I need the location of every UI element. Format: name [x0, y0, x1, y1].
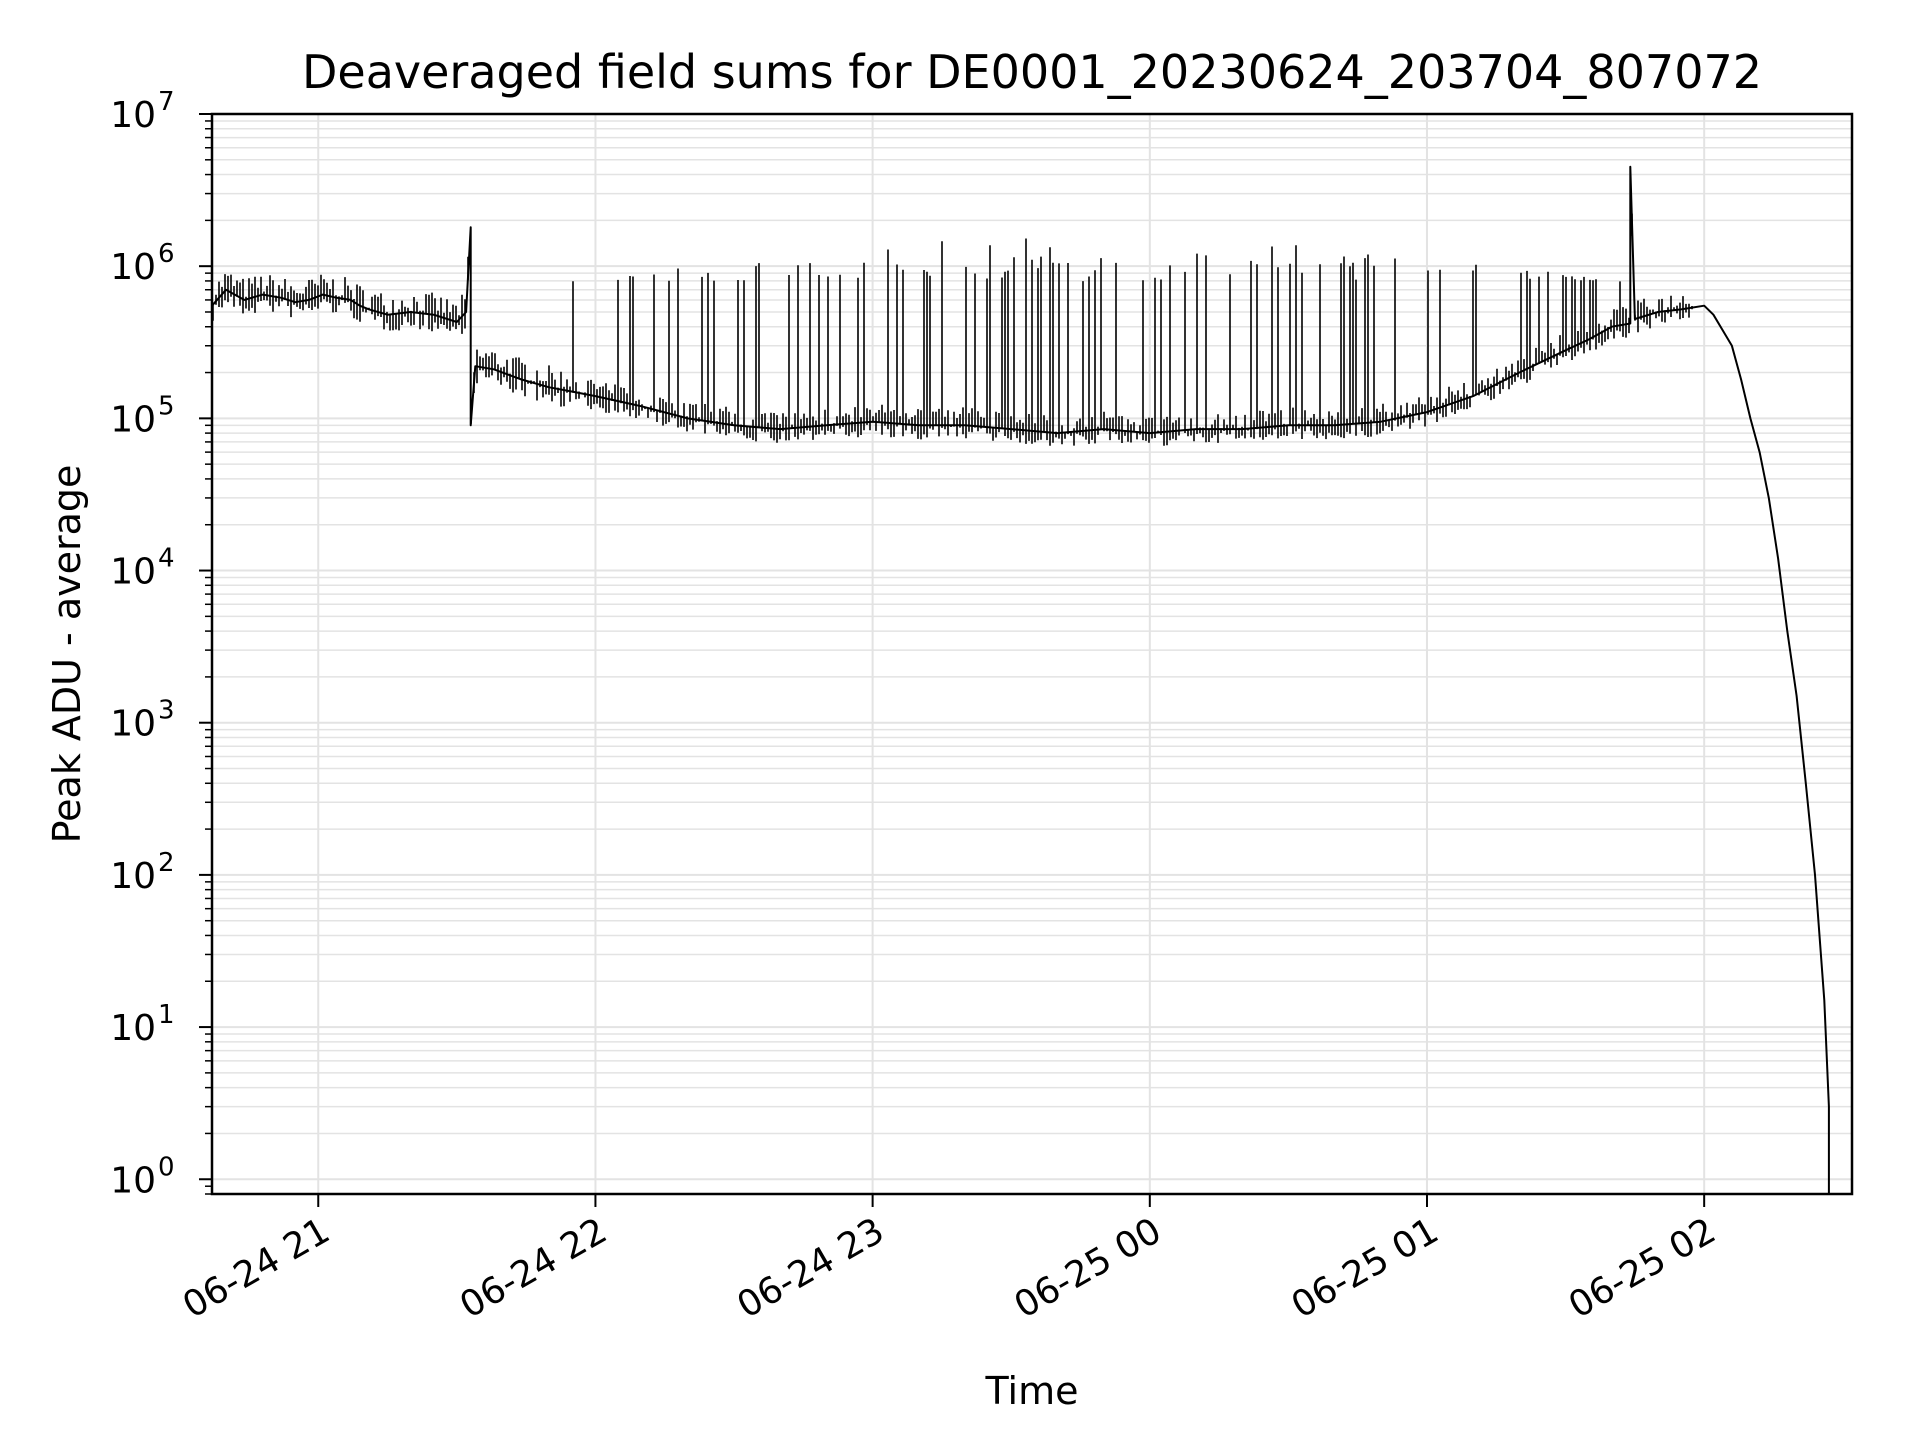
y-tick-exponent: 6 [158, 239, 175, 269]
plot-frame [210, 112, 1854, 1196]
grid-layer [212, 114, 1852, 1194]
y-tick-exponent: 5 [158, 391, 175, 421]
y-tick-exponent: 1 [158, 1000, 175, 1030]
y-tick-label: 10 [110, 1160, 156, 1201]
y-tick-exponent: 3 [158, 696, 175, 726]
y-tick-exponent: 7 [158, 87, 175, 117]
y-tick-label: 10 [110, 399, 156, 440]
y-tick-exponent: 2 [158, 848, 175, 878]
y-tick-label: 10 [110, 552, 156, 593]
y-tick-exponent: 0 [158, 1152, 175, 1182]
chart-title: Deaveraged field sums for DE0001_2023062… [302, 45, 1762, 99]
x-axis-label: Time [985, 1369, 1079, 1413]
y-tick-label: 10 [110, 856, 156, 897]
y-tick-label: 10 [110, 95, 156, 136]
y-tick-exponent: 4 [158, 544, 175, 574]
y-tick-label: 10 [110, 1008, 156, 1049]
y-tick-label: 10 [110, 704, 156, 745]
series-line [211, 165, 1830, 1194]
y-axis-label: Peak ADU - average [45, 465, 89, 844]
y-tick-label: 10 [110, 247, 156, 288]
